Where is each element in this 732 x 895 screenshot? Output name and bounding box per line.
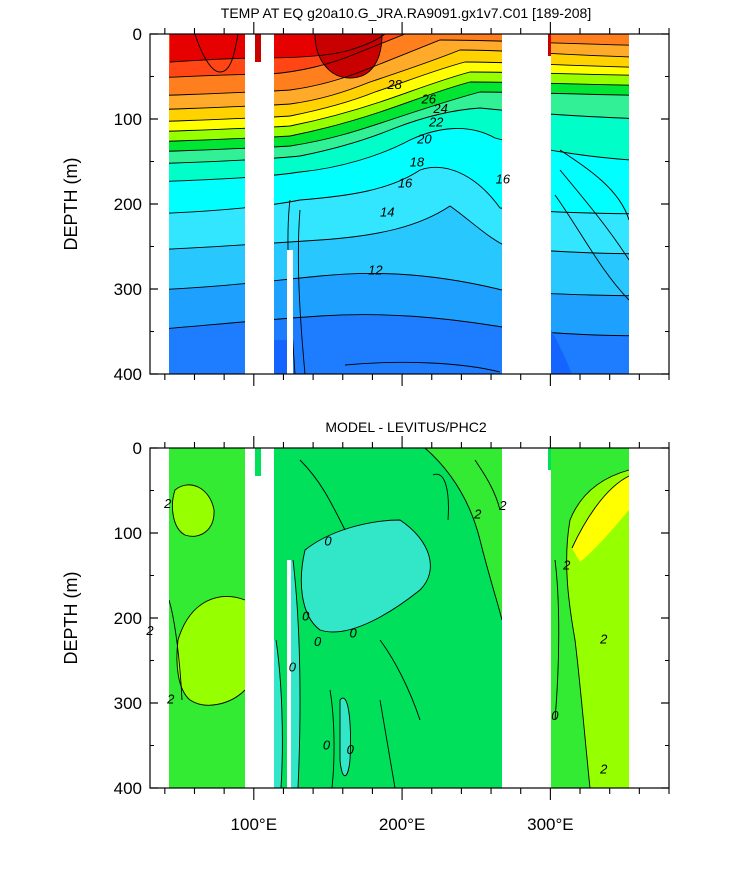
- bottom-ylabel: DEPTH (m): [61, 572, 81, 665]
- bottom-gap-green-1: [255, 448, 261, 476]
- contour-label: 26: [421, 91, 437, 106]
- contour-label: 22: [428, 114, 444, 129]
- y-tick-label: 200: [114, 609, 142, 628]
- diff-band-lime-west-2: [176, 596, 245, 706]
- y-tick-label: 400: [114, 779, 142, 798]
- y-tick-label: 300: [114, 694, 142, 713]
- bottom-gap-green-2: [548, 448, 551, 470]
- diff-band-neg-central: [301, 520, 431, 632]
- top-temperature-field: [150, 34, 669, 374]
- top-axis: 0 100 200 300 400: [114, 22, 670, 386]
- contour-label: 2: [166, 692, 175, 707]
- y-tick-label: 0: [133, 439, 142, 458]
- contour-label: 16: [398, 176, 413, 191]
- bottom-panel: MODEL - LEVITUS/PHC2: [61, 419, 670, 834]
- top-deep-patch-2: [551, 330, 572, 374]
- bottom-contour-lines: [168, 448, 630, 788]
- bottom-land-mask: [150, 448, 669, 788]
- top-title: TEMP AT EQ g20a10.G_JRA.RA9091.gx1v7.C01…: [221, 5, 591, 21]
- y-tick-label: 0: [133, 25, 142, 44]
- bottom-difference-field: [150, 448, 669, 788]
- top-deep-patch-1: [274, 340, 287, 374]
- contour-label: 0: [323, 738, 331, 753]
- y-tick-label: 300: [114, 280, 142, 299]
- diff-band-lime-west-1: [172, 484, 215, 537]
- diff-band-neg-deep: [340, 698, 351, 776]
- contour-label: 20: [416, 131, 432, 146]
- x-tick-label: 100°E: [231, 815, 278, 834]
- bottom-title: MODEL - LEVITUS/PHC2: [325, 419, 487, 435]
- contour-label: 2: [498, 498, 507, 513]
- contour-label: 16: [496, 171, 511, 186]
- contour-label: 2: [163, 496, 172, 511]
- y-tick-label: 400: [114, 365, 142, 384]
- contour-label: 2: [599, 761, 608, 776]
- y-tick-label: 100: [114, 524, 142, 543]
- y-tick-label: 200: [114, 195, 142, 214]
- diff-band-neg-strip-1: [274, 640, 283, 788]
- x-tick-label: 300°E: [527, 815, 574, 834]
- contour-label: 0: [551, 708, 559, 723]
- contour-label: 28: [386, 77, 402, 92]
- contour-label: 18: [410, 154, 425, 169]
- contour-label: 24: [432, 101, 447, 116]
- diff-band-yellow-east: [572, 476, 629, 562]
- contour-label: 0: [314, 634, 322, 649]
- contour-label: 0: [350, 625, 358, 640]
- top-panel: TEMP AT EQ g20a10.G_JRA.RA9091.gx1v7.C01…: [61, 5, 670, 386]
- contour-label: 2: [599, 631, 608, 646]
- contour-label: 0: [324, 534, 332, 549]
- contour-label: 0: [347, 742, 355, 757]
- contour-label: 12: [368, 262, 383, 277]
- contour-label: 2: [562, 557, 571, 572]
- contour-label: 0: [302, 608, 310, 623]
- contour-label: 14: [380, 205, 394, 220]
- y-tick-label: 100: [114, 110, 142, 129]
- top-ylabel: DEPTH (m): [61, 158, 81, 251]
- diff-band-pos-mid: [425, 448, 502, 620]
- contour-label: 2: [473, 506, 482, 521]
- contour-label: 0: [289, 659, 297, 674]
- x-tick-label: 200°E: [379, 815, 426, 834]
